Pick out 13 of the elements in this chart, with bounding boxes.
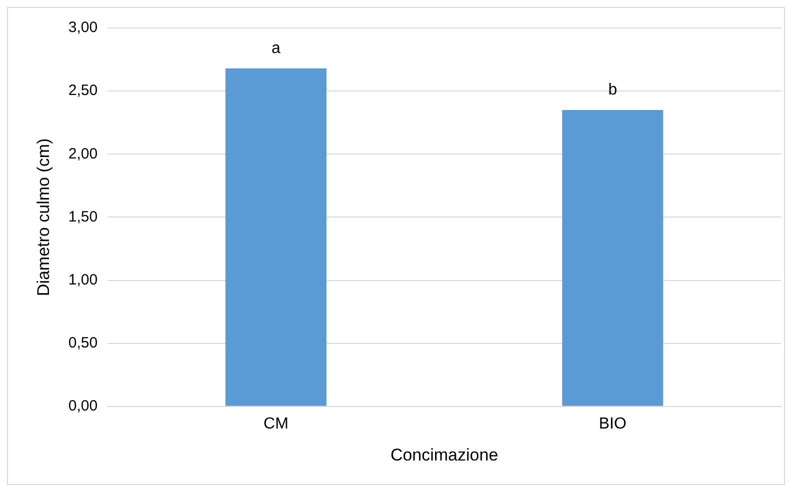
annotation: a: [271, 40, 280, 57]
y-tick-label: 2,50: [68, 82, 98, 100]
y-tick-label: 1,00: [68, 271, 98, 288]
y-tick-label: 0,00: [68, 398, 98, 415]
y-axis-title: Diametro culmo (cm): [34, 138, 53, 296]
y-tick-label: 3,00: [68, 19, 98, 36]
y-tick-label: 2,00: [68, 145, 98, 162]
y-tick-label: 0,50: [68, 334, 98, 352]
x-tick-label: BIO: [598, 415, 626, 432]
y-tick-label: 1,50: [68, 208, 98, 226]
x-tick-label: CM: [264, 415, 288, 432]
annotation: b: [608, 81, 618, 98]
x-axis-title: Concimazione: [390, 445, 498, 464]
